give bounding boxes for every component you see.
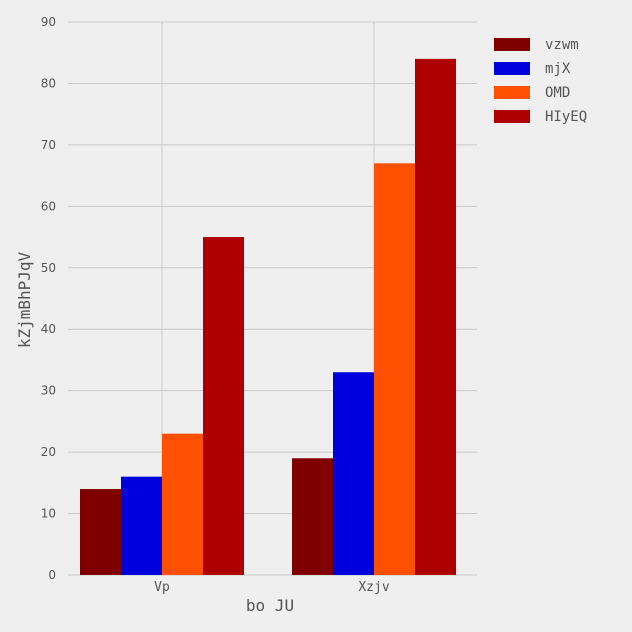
bar-OMD-Vp <box>162 433 203 575</box>
y-tick-label: 90 <box>41 15 56 29</box>
legend-swatch-mjX <box>494 62 530 75</box>
y-tick-label: 20 <box>41 445 56 459</box>
bars-group <box>80 58 456 576</box>
legend-swatch-HIyEQ <box>494 110 530 123</box>
y-tick-label: 40 <box>41 322 56 336</box>
y-tick-label: 10 <box>41 507 56 521</box>
legend: vzwm mjX OMD HIyEQ <box>494 37 587 125</box>
legend-label-OMD: OMD <box>545 85 570 101</box>
y-tick-label: 0 <box>48 568 56 582</box>
y-tick-label: 60 <box>41 199 56 213</box>
legend-swatch-OMD <box>494 86 530 99</box>
legend-label-HIyEQ: HIyEQ <box>545 109 587 125</box>
x-axis-label: bo JU <box>246 596 294 615</box>
y-tick-label: 50 <box>41 261 56 275</box>
bar-HIyEQ-Xzjv <box>415 58 456 576</box>
bar-mjX-Vp <box>121 476 162 575</box>
x-tick-label: Vp <box>154 580 170 595</box>
y-tick-label: 70 <box>41 138 56 152</box>
bar-mjX-Xzjv <box>333 372 374 575</box>
y-tick-label: 80 <box>41 76 56 90</box>
x-axis-ticks: Vp Xzjv <box>154 580 390 595</box>
bar-HIyEQ-Vp <box>203 237 244 576</box>
bar-OMD-Xzjv <box>374 163 415 576</box>
bar-vzwm-Vp <box>80 488 121 575</box>
bar-vzwm-Xzjv <box>292 458 333 575</box>
y-tick-label: 30 <box>41 384 56 398</box>
legend-label-vzwm: vzwm <box>545 37 579 53</box>
y-axis-label: kZjmBhPJqV <box>15 251 34 348</box>
x-tick-label: Xzjv <box>358 580 389 595</box>
y-axis-ticks: 0 10 20 30 40 50 60 70 80 90 <box>41 15 56 582</box>
legend-swatch-vzwm <box>494 38 530 51</box>
legend-label-mjX: mjX <box>545 61 571 77</box>
